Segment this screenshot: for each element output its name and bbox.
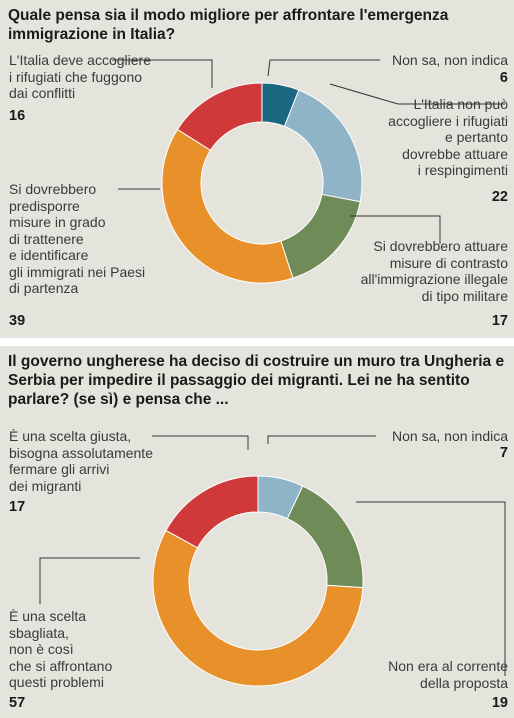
slice-value-non-al-corrente: 19 [491, 695, 508, 711]
slice-non-era-al-corrente-della-proposta [286, 485, 364, 589]
slice-e-una-scelta-sbagliata-non-e-cosi-che-si [152, 529, 364, 687]
slice-label-scelta-sbagliata: È una scelta sbagliata, non è così che s… [9, 608, 113, 690]
slice-label-non-sa: Non sa, non indica [392, 428, 508, 444]
slice-value-non-sa: 6 [499, 70, 508, 86]
slice-si-dovrebbero-predisporre-misure-in-grad [161, 128, 294, 284]
slice-label-non-al-corrente: Non era al corrente della proposta [388, 658, 508, 691]
slice-value-scelta-sbagliata: 57 [9, 695, 26, 711]
donut-chart-immigration [161, 82, 363, 284]
poll-panel-immigration: Quale pensa sia il modo migliore per aff… [0, 0, 514, 338]
slice-label-scelta-giusta: È una scelta giusta, bisogna assolutamen… [9, 428, 153, 494]
slice-value-militare: 17 [491, 313, 508, 329]
slice-label-respingimenti: L'Italia non può accogliere i rifugiati … [388, 96, 508, 178]
slice-value-respingimenti: 22 [491, 189, 508, 205]
slice-label-accogliere: L'Italia deve accogliere i rifugiati che… [9, 52, 151, 101]
slice-value-scelta-giusta: 17 [9, 499, 26, 515]
slice-label-non-sa: Non sa, non indica [392, 52, 508, 68]
slice-l-italia-non-puo-accogliere-i-rifugiati- [283, 89, 363, 203]
slice-e-una-scelta-giusta-bisogna-assolutament [165, 475, 259, 549]
slice-label-militare: Si dovrebbero attuare misure di contrast… [360, 238, 508, 304]
poll-panel-hungary-wall: Il governo ungherese ha deciso di costru… [0, 346, 514, 718]
slice-si-dovrebbero-attuare-misure-di-contrast [280, 193, 361, 279]
question-title: Quale pensa sia il modo migliore per aff… [8, 7, 449, 43]
slice-value-non-sa: 7 [499, 445, 508, 461]
slice-value-trattenere: 39 [9, 313, 26, 329]
donut-chart-hungary-wall [152, 475, 364, 687]
slice-label-trattenere: Si dovrebbero predisporre misure in grad… [9, 181, 146, 296]
question-title: Il governo ungherese ha deciso di costru… [8, 353, 505, 408]
slice-l-italia-deve-accogliere-i-rifugiati-che [176, 82, 263, 152]
slice-value-accogliere: 16 [9, 108, 26, 124]
